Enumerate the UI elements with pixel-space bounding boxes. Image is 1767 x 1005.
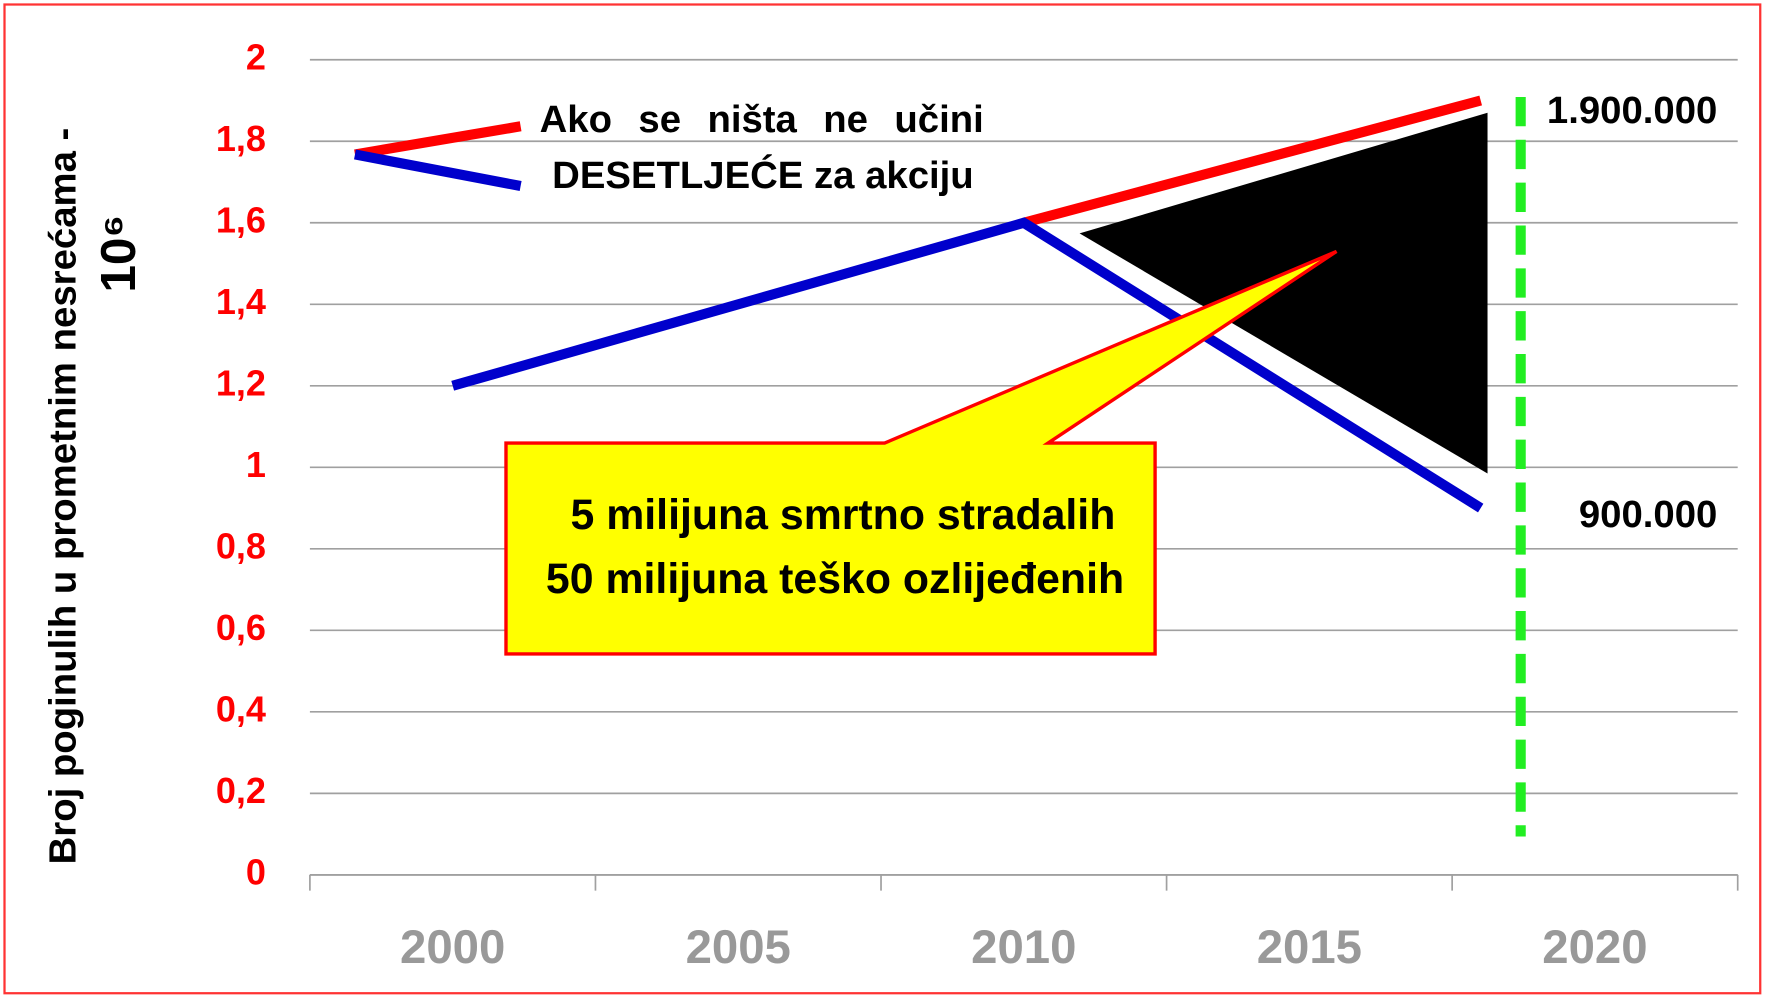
value-label: 900.000 (1579, 493, 1717, 536)
y-tick-label: 1,8 (216, 118, 266, 159)
x-tick-label: 2000 (400, 921, 505, 974)
x-tick-label: 2010 (971, 921, 1076, 974)
legend-label: Ako se ništa ne učini (540, 98, 984, 141)
callout-text: 50 milijuna teško ozlijeđenih (546, 555, 1124, 603)
y-axis-unit: 10⁶ (90, 215, 146, 293)
y-tick-label: 1,4 (216, 281, 266, 322)
x-tick-label: 2015 (1257, 921, 1362, 974)
y-tick-label: 1,6 (216, 199, 266, 240)
x-tick-label: 2020 (1542, 921, 1647, 974)
frame (3, 3, 1762, 995)
x-tick-label: 2005 (686, 921, 791, 974)
series-line (451, 217, 1484, 513)
y-tick-label: 0,4 (216, 688, 266, 729)
y-tick-label: 1,2 (216, 362, 266, 403)
y-tick-label: 0,2 (216, 770, 266, 811)
y-tick-label: 0 (246, 851, 266, 892)
callout-box (504, 249, 1338, 656)
y-tick-label: 0,6 (216, 607, 266, 648)
series-line (1022, 95, 1483, 228)
y-tick-label: 1 (246, 444, 266, 485)
value-label: 1.900.000 (1547, 89, 1717, 132)
callout-text: 5 milijuna smrtno stradalih (570, 491, 1115, 539)
y-axis-label: Broj poginulih u prometnim nesrećama - (41, 128, 84, 865)
legend-label: DESETLJEĆE za akciju (552, 153, 974, 197)
y-tick-label: 2 (246, 36, 266, 77)
marks (451, 95, 1526, 837)
legend-swatch (354, 121, 522, 160)
legend-swatch (354, 149, 522, 192)
gap-triangle (1079, 112, 1488, 474)
y-tick-label: 0,8 (216, 525, 266, 566)
